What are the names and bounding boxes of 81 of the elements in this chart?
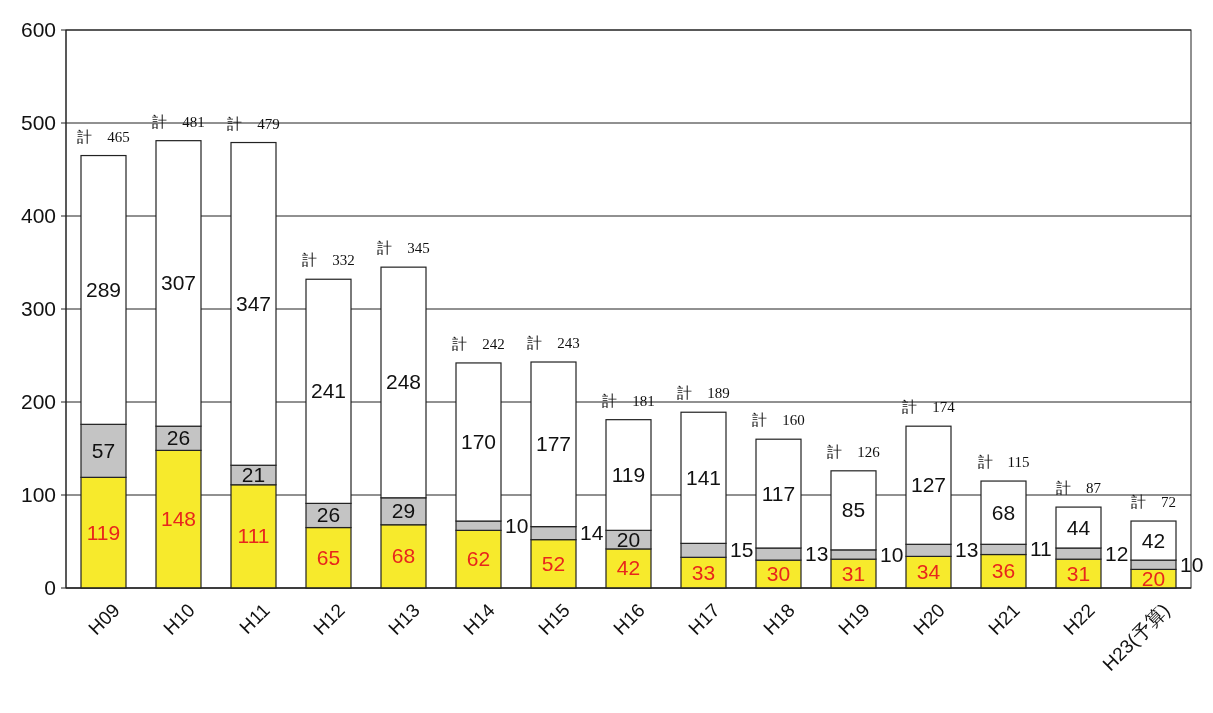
- total-label: 計 242: [452, 335, 505, 352]
- data-label: 10: [1180, 552, 1204, 576]
- data-label: 44: [1066, 515, 1091, 539]
- total-label: 計 479: [227, 115, 280, 132]
- data-label: 31: [1066, 561, 1091, 585]
- data-label: 248: [385, 370, 422, 394]
- x-tick-label: H12: [309, 599, 349, 639]
- x-tick-label: H14: [459, 599, 500, 639]
- data-label: 42: [1141, 528, 1166, 552]
- x-tick-label: H17: [684, 599, 724, 639]
- data-label: 34: [916, 560, 941, 584]
- y-tick-label: 0: [44, 576, 56, 600]
- data-label: 13: [805, 542, 829, 566]
- data-label: 119: [86, 520, 121, 544]
- x-tick-label: H19: [834, 599, 874, 639]
- data-label: 68: [391, 544, 416, 568]
- total-label: 計 332: [302, 252, 355, 269]
- data-label: 141: [685, 465, 722, 489]
- data-label: 33: [691, 560, 716, 584]
- data-label: 31: [841, 561, 866, 585]
- total-label: 計 174: [902, 399, 956, 416]
- data-label: 36: [991, 559, 1016, 583]
- y-tick-label: 500: [20, 111, 56, 135]
- total-label: 計 72: [1131, 494, 1176, 511]
- data-label: 10: [880, 542, 904, 566]
- total-label: 計 345: [377, 240, 430, 257]
- data-label: 26: [316, 503, 341, 527]
- data-label: 170: [460, 429, 497, 453]
- total-label: 計 126: [827, 443, 881, 460]
- data-label: 119: [611, 463, 646, 487]
- total-label: 計 181: [602, 392, 655, 409]
- data-label: 117: [761, 481, 796, 505]
- data-label: 26: [166, 426, 191, 450]
- data-label: 11: [1030, 537, 1052, 561]
- x-tick-label: H09: [84, 599, 124, 639]
- x-tick-label: H21: [984, 599, 1024, 639]
- total-label: 計 481: [152, 113, 205, 130]
- data-label: 177: [535, 432, 572, 456]
- data-label: 289: [85, 277, 122, 301]
- data-label: 62: [466, 547, 491, 571]
- y-tick-label: 400: [20, 204, 56, 228]
- total-label: 計 243: [527, 335, 580, 352]
- data-label: 127: [910, 473, 947, 497]
- x-tick-label: H15: [534, 599, 574, 639]
- data-label: 57: [91, 438, 116, 462]
- y-tick-label: 100: [20, 483, 56, 507]
- data-label: 14: [580, 521, 604, 545]
- total-label: 計 160: [752, 412, 805, 429]
- x-tick-label: H20: [909, 599, 949, 639]
- data-label: 241: [310, 379, 347, 403]
- y-tick-label: 300: [20, 297, 56, 321]
- data-label: 29: [391, 499, 416, 523]
- x-tick-label: H22: [1059, 599, 1099, 639]
- data-label: 65: [316, 545, 341, 569]
- data-label: 13: [955, 538, 979, 562]
- data-label: 42: [616, 556, 641, 580]
- data-label: 20: [616, 527, 641, 551]
- x-tick-label: H16: [609, 599, 649, 639]
- data-label: 148: [160, 507, 197, 531]
- data-label: 52: [541, 551, 566, 575]
- data-label: 111: [237, 524, 270, 548]
- total-label: 計 87: [1056, 480, 1102, 497]
- data-label: 21: [241, 463, 266, 487]
- data-label: 85: [841, 498, 866, 522]
- x-tick-label: H10: [159, 599, 199, 639]
- x-tick-label: H18: [759, 599, 799, 639]
- x-tick-label: H13: [384, 599, 424, 639]
- data-label: 30: [766, 562, 791, 586]
- total-label: 計 465: [77, 128, 130, 145]
- y-tick-label: 600: [20, 18, 56, 42]
- data-label: 15: [730, 538, 754, 562]
- data-label: 20: [1141, 566, 1166, 590]
- x-tick-label: H11: [235, 599, 274, 638]
- data-label: 10: [505, 513, 529, 537]
- data-label: 347: [235, 291, 272, 315]
- data-label: 307: [160, 271, 197, 295]
- total-label: 計 189: [677, 385, 730, 402]
- total-label: 計 115: [977, 454, 1030, 471]
- data-label: 68: [991, 500, 1016, 524]
- data-label: 12: [1105, 541, 1129, 565]
- y-tick-label: 200: [20, 390, 56, 414]
